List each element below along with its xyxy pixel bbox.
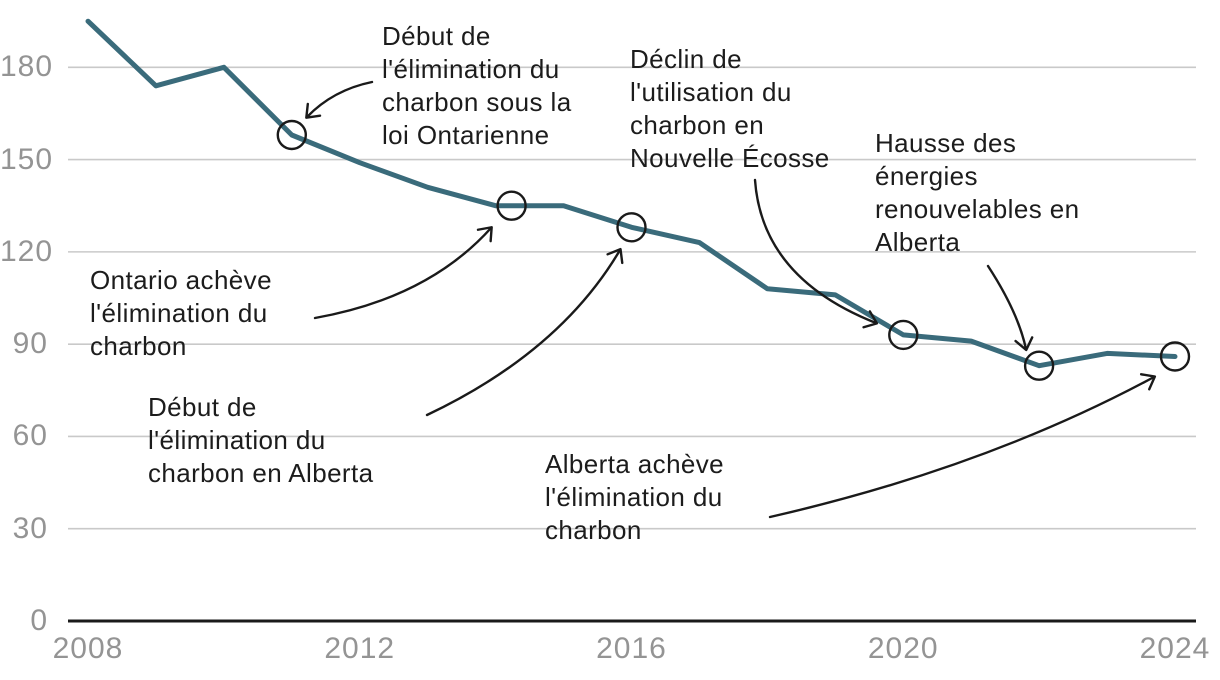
annotation-text-line: énergies: [875, 161, 978, 191]
annotation-text-line: charbon sous la: [382, 87, 572, 117]
annotation-arrow-2016: [425, 247, 624, 417]
annotation-circle-2022: [1023, 350, 1055, 381]
coal-use-line: [85, 18, 1178, 369]
annotation-text-line: Début de: [148, 392, 257, 422]
annotation-text-line: renouvelables en: [875, 194, 1080, 224]
data-series: [85, 18, 1178, 369]
y-axis-tick-label: 180: [0, 50, 54, 84]
annotation-circle-2011: [276, 119, 307, 151]
annotation-text-line: Déclin de: [630, 44, 742, 74]
annotation-circle-2020: [888, 319, 919, 351]
annotation-label-2024: Alberta achève l'élimination du charbon: [545, 448, 724, 547]
annotation-circle-2024: [1159, 341, 1191, 372]
annotation-text-line: charbon: [90, 331, 187, 361]
annotation-arrow-2020: [753, 178, 879, 329]
y-axis-tick-label: 60: [12, 419, 48, 453]
annotation-text-line: charbon: [545, 515, 642, 545]
annotation-circle-2014: [496, 190, 527, 221]
annotation-arrow-2022: [986, 264, 1034, 352]
annotation-label-2016: Début de l'élimination du charbon en Alber…: [148, 391, 373, 490]
annotation-label-2014: Ontario achève l'élimination du charbon: [90, 264, 272, 363]
annotation-text-line: l'utilisation du: [630, 77, 792, 107]
annotation-text-line: Ontario achève: [90, 265, 272, 295]
annotation-text-line: Hausse des: [875, 128, 1017, 158]
x-axis-tick-label: 2016: [596, 632, 667, 665]
x-axis-tick-label: 2008: [52, 632, 124, 665]
x-axis-tick-label: 2012: [324, 632, 396, 665]
annotation-label-2022: Hausse des énergies renouvelables en Albert…: [875, 127, 1079, 259]
annotation-text-line: charbon en: [630, 110, 765, 140]
y-axis-tick-label: 90: [12, 327, 48, 361]
annotation-text-line: loi Ontarienne: [382, 120, 550, 150]
annotation-text-line: Début de: [382, 21, 491, 51]
annotation-circle-2016: [616, 212, 647, 243]
gridlines: [68, 66, 1196, 530]
annotation-text-line: Alberta achève: [545, 449, 725, 479]
x-axis-tick-label: 2020: [867, 632, 939, 665]
annotation-text-line: l'élimination du: [545, 482, 723, 512]
x-axis-tick-label: 2024: [1139, 632, 1211, 665]
annotation-arrow-2014: [313, 226, 493, 320]
annotation-text-line: charbon en Alberta: [148, 458, 374, 488]
y-axis-tick-label: 120: [0, 234, 54, 268]
y-axis-tick-label: 0: [30, 604, 48, 637]
y-axis-tick-label: 150: [0, 142, 54, 176]
annotation-text-line: l'élimination du: [90, 298, 268, 328]
annotation-arrow-2011: [305, 80, 374, 119]
annotation-text-line: Alberta: [875, 227, 961, 257]
annotation-arrow-2024: [768, 373, 1157, 519]
y-axis-tick-label: 30: [12, 511, 48, 545]
annotation-arrows: [305, 80, 1157, 519]
annotation-text-line: l'élimination du: [148, 425, 326, 455]
annotation-label-2011: Début de l'élimination du charbon sous la l…: [382, 20, 572, 152]
annotation-text-line: l'élimination du: [382, 54, 560, 84]
annotation-text-line: Nouvelle Écosse: [630, 143, 830, 173]
annotation-circles: [276, 119, 1191, 381]
annotation-label-2020: Déclin de l'utilisation du charbon en Nouve…: [630, 43, 830, 175]
